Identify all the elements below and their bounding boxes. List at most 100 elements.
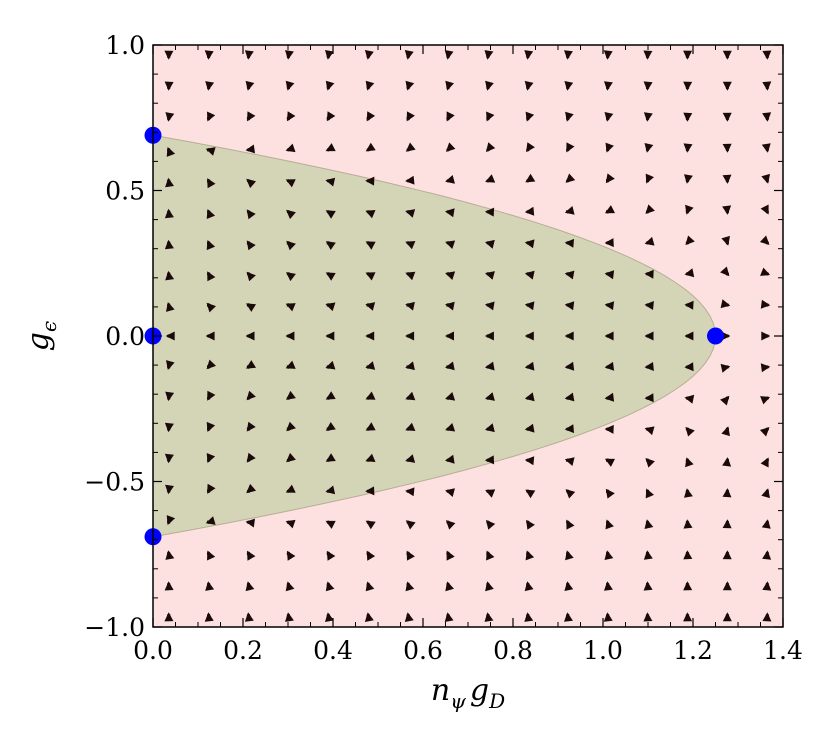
stream-arrowhead — [526, 142, 535, 153]
stream-arrowhead — [206, 302, 216, 313]
stream-arrowhead — [364, 50, 374, 60]
stream-arrowhead — [205, 81, 215, 91]
stream-arrowhead — [564, 81, 574, 91]
stream-arrowhead — [684, 174, 693, 184]
stream-arrowhead — [683, 50, 693, 60]
stream-arrowhead — [445, 392, 456, 401]
stream-arrowhead — [604, 112, 614, 122]
stream-arrowhead — [207, 390, 216, 401]
stream-arrowhead — [484, 207, 495, 217]
stream-arrowhead — [524, 361, 535, 371]
stream-arrowhead — [644, 236, 655, 246]
stream-arrowhead — [246, 271, 256, 282]
stream-arrowhead — [565, 111, 574, 122]
stream-arrowhead — [247, 111, 256, 122]
stream-arrowhead — [445, 520, 456, 530]
stream-arrowhead — [405, 175, 415, 185]
stream-arrowhead — [486, 519, 496, 530]
stream-arrowhead — [246, 421, 256, 432]
stream-arrowhead — [445, 454, 455, 464]
stream-arrowhead — [761, 173, 770, 184]
stream-arrowhead — [285, 484, 296, 493]
stream-arrowhead — [246, 390, 256, 401]
stream-arrowhead — [525, 489, 536, 499]
stream-arrowhead — [365, 241, 376, 250]
stream-arrowhead — [166, 302, 175, 312]
stream-arrowhead — [444, 50, 454, 60]
stream-arrowhead — [406, 550, 415, 561]
stream-arrowhead — [164, 81, 174, 91]
stream-arrowhead — [524, 206, 535, 216]
stream-arrowhead — [603, 50, 613, 60]
stream-arrowhead — [722, 612, 732, 622]
stream-arrowhead — [207, 111, 216, 122]
stream-arrowhead — [325, 485, 336, 495]
stream-arrowhead — [366, 111, 376, 122]
stream-arrowhead — [683, 143, 693, 153]
stream-arrowhead — [644, 362, 654, 371]
stream-arrowhead — [365, 486, 375, 496]
stream-arrowhead — [445, 271, 456, 280]
stream-arrows — [164, 50, 772, 622]
stream-arrowhead — [524, 456, 535, 466]
stream-arrowhead — [326, 111, 336, 122]
stream-arrowhead — [643, 581, 653, 591]
stream-arrowhead — [245, 331, 255, 341]
stream-arrowhead — [205, 581, 215, 591]
stream-arrowhead — [722, 81, 732, 91]
stream-arrowhead — [404, 612, 414, 622]
stream-arrowhead — [683, 112, 693, 122]
stream-arrowhead — [760, 457, 769, 468]
stream-arrowhead — [604, 270, 615, 280]
stream-arrowhead — [565, 550, 574, 561]
stream-arrowhead — [405, 142, 416, 152]
stream-arrowhead — [722, 143, 732, 153]
x-tick-label: 0.0 — [133, 636, 173, 665]
stream-arrowhead — [524, 581, 534, 592]
stream-arrowhead — [204, 50, 214, 60]
stream-arrowhead — [325, 143, 336, 152]
stream-arrowhead — [485, 80, 494, 91]
stream-arrowhead — [683, 581, 693, 591]
stream-arrowhead — [404, 50, 414, 60]
stream-arrowhead — [325, 391, 336, 400]
stream-arrowhead — [365, 302, 376, 311]
stream-arrowhead — [484, 301, 495, 311]
stream-arrowhead — [325, 331, 335, 341]
stream-arrowhead — [762, 612, 772, 622]
stream-arrowhead — [605, 519, 614, 530]
stream-arrowhead — [720, 395, 730, 406]
y-tick-label: 0.5 — [105, 177, 145, 206]
stream-arrowhead — [165, 112, 175, 122]
stream-arrowhead — [604, 205, 615, 214]
stream-arrowhead — [446, 550, 455, 561]
stream-arrowhead — [246, 209, 256, 220]
stream-arrowhead — [604, 301, 615, 311]
stream-arrowhead — [565, 173, 576, 183]
stream-arrowhead — [684, 268, 695, 278]
stream-arrowhead — [722, 50, 732, 60]
stream-arrowhead — [325, 210, 336, 219]
stream-arrowhead — [644, 331, 654, 341]
stream-arrowhead — [405, 422, 416, 431]
stream-arrowhead — [721, 235, 730, 246]
stream-arrowhead — [683, 612, 693, 622]
stream-arrowhead — [164, 50, 174, 60]
stream-arrowhead — [566, 142, 575, 153]
stream-arrowhead — [445, 142, 456, 152]
stream-arrowhead — [246, 483, 256, 494]
stream-arrowhead — [605, 488, 615, 499]
stream-arrowhead — [164, 239, 174, 250]
stream-arrowhead — [405, 361, 415, 371]
stream-arrowhead — [405, 241, 416, 250]
stream-arrowhead — [245, 360, 256, 369]
stream-arrowhead — [365, 331, 375, 341]
stream-arrowhead — [365, 361, 376, 370]
stream-arrowhead — [722, 174, 732, 184]
stream-arrowhead — [684, 488, 693, 498]
stream-arrowhead — [445, 240, 456, 249]
stream-arrowhead — [365, 581, 375, 592]
stream-arrowhead — [445, 581, 454, 592]
x-tick-label: 0.6 — [403, 636, 443, 665]
stream-arrowhead — [285, 612, 294, 622]
